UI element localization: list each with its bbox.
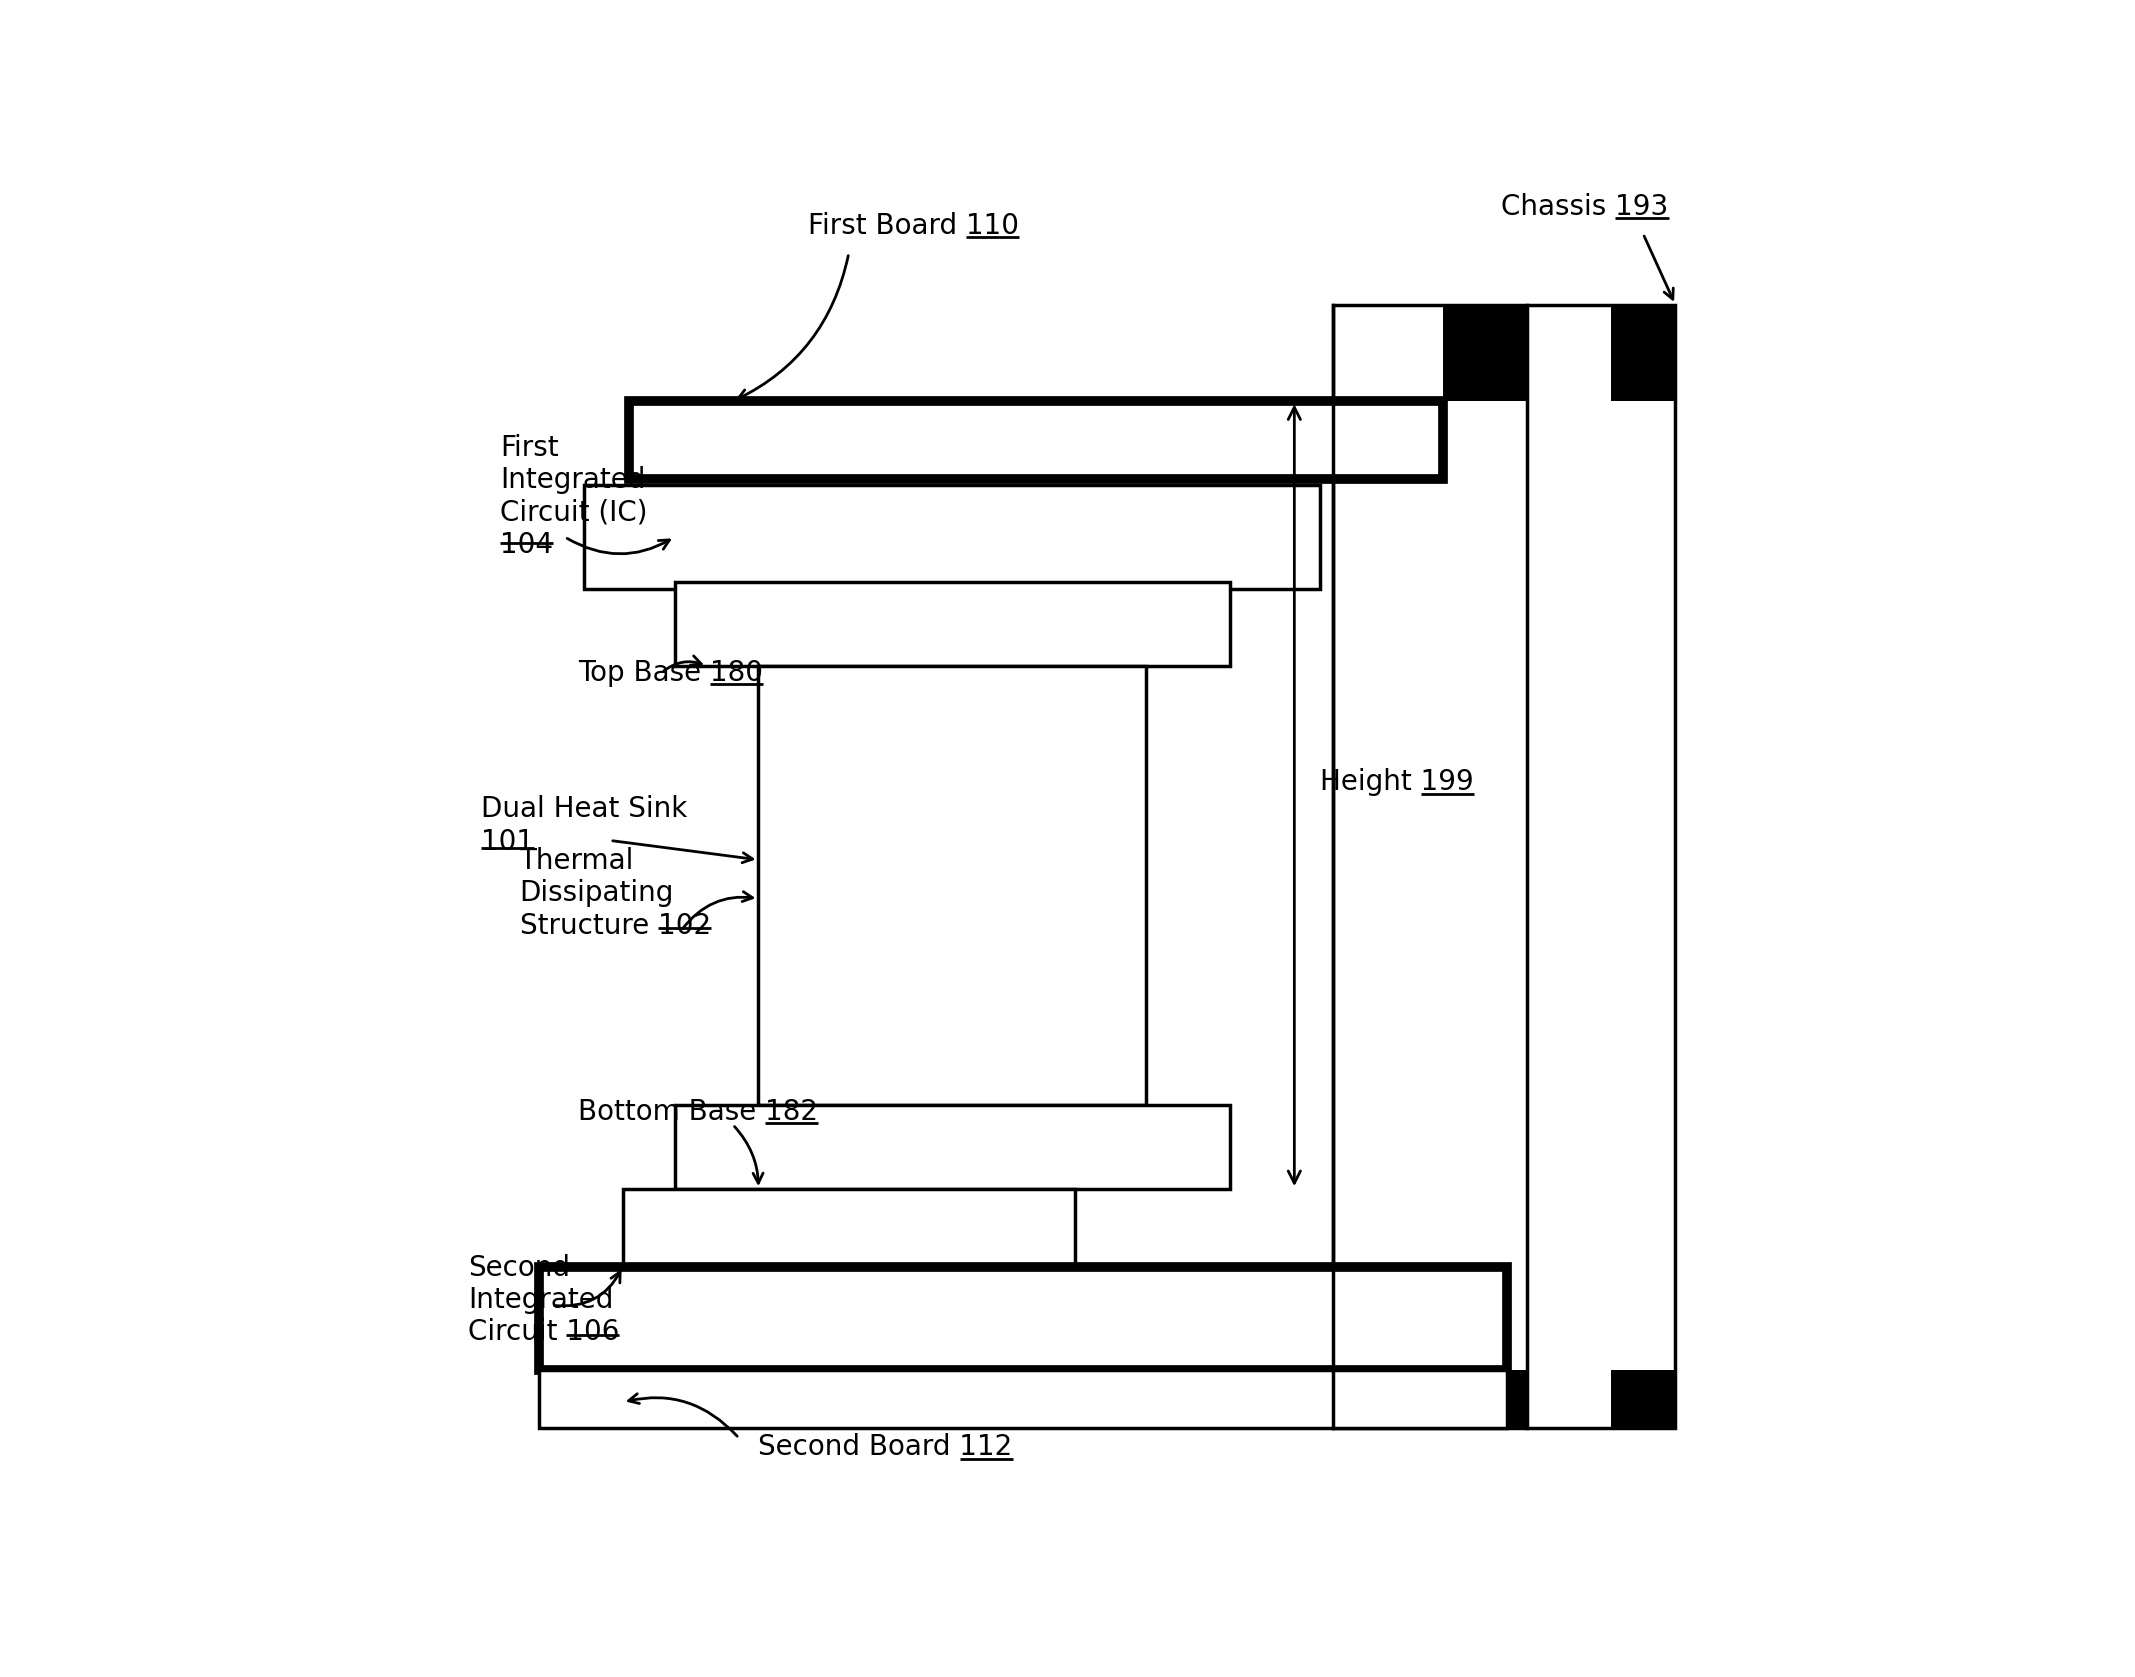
- Bar: [1443, 305, 1527, 401]
- Bar: [1507, 1370, 1527, 1429]
- Text: Height 199: Height 199: [1319, 768, 1473, 797]
- Text: Chassis 193: Chassis 193: [1501, 193, 1670, 221]
- Bar: [675, 1105, 1230, 1189]
- Text: Second
Integrated
Circuit 106: Second Integrated Circuit 106: [468, 1254, 619, 1347]
- Text: Second Board 112: Second Board 112: [758, 1434, 1012, 1461]
- Bar: [1610, 305, 1676, 401]
- Bar: [538, 1370, 1507, 1429]
- Text: Top Base 180: Top Base 180: [579, 659, 762, 686]
- Bar: [538, 1266, 1507, 1370]
- Text: Dual Heat Sink
101: Dual Heat Sink 101: [480, 795, 687, 855]
- Text: Bottom Base 182: Bottom Base 182: [579, 1098, 818, 1125]
- Text: First Board 110: First Board 110: [807, 211, 1018, 240]
- Bar: [675, 582, 1230, 666]
- Bar: [758, 666, 1146, 1105]
- Bar: [1610, 1370, 1676, 1429]
- Bar: [585, 485, 1319, 589]
- Text: First
Integrated
Circuit (IC)
104: First Integrated Circuit (IC) 104: [500, 434, 647, 558]
- Bar: [630, 401, 1443, 480]
- Bar: [623, 1189, 1074, 1266]
- Bar: [1332, 305, 1676, 1429]
- Text: Thermal
Dissipating
Structure 102: Thermal Dissipating Structure 102: [519, 847, 711, 939]
